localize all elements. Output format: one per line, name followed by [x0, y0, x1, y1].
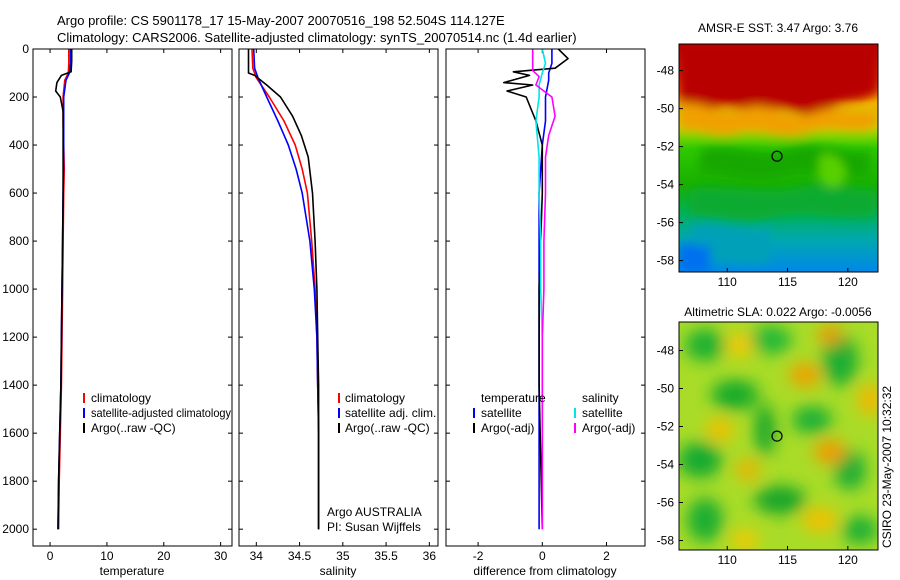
depth-ytick-label: 600 [9, 186, 29, 200]
sla-ytick-label: -58 [657, 534, 675, 548]
difference-xtick-label: 2 [603, 549, 610, 563]
depth-ytick-label: 1000 [2, 282, 29, 296]
temperature-panel: 0 10 20 30 0 200 400 600 800 1000 1200 1400 1600 1800… [2, 42, 233, 578]
sla-ytick-label: -56 [657, 496, 675, 510]
difference-axes: -2 0 2 [446, 48, 645, 563]
temperature-axes: 0 10 20 30 0 200 400 600 800 1000 1200 1400 1600 1800… [2, 42, 232, 563]
sla-map-title: Altimetric SLA: 0.022 Argo: -0.0056 [684, 305, 872, 319]
depth-ytick-label: 200 [9, 90, 29, 104]
sla-map-frame [678, 321, 879, 551]
salinity-xtick-label: 34.5 [288, 549, 312, 563]
sst-ytick-label: -54 [657, 178, 675, 192]
legend-label-climatology: climatology [345, 391, 405, 405]
sst-map-title: AMSR-E SST: 3.47 Argo: 3.76 [698, 21, 858, 35]
sla-argo-location-marker [771, 430, 783, 442]
sla-map-axes: 110 115 120 -48 -50 -52 -54 -56 -58 [657, 344, 859, 568]
sst-heatmap [679, 44, 878, 272]
legend-label-argo: Argo(..raw -QC) [345, 421, 430, 435]
legend-heading-temperature: temperature [481, 391, 546, 405]
difference-lines [503, 49, 569, 530]
sla-ytick-label: -50 [657, 382, 675, 396]
difference-xtick-label: -2 [473, 549, 484, 563]
figure-title-line2: Climatology: CARS2006. Satellite-adjuste… [57, 30, 577, 45]
salinity-xtick-label: 36 [423, 549, 437, 563]
legend-label-satellite: satellite adj. clim. [345, 406, 436, 420]
sst-field-texture [679, 44, 878, 272]
temperature-legend: climatology satellite-adjusted climatolo… [83, 391, 231, 435]
depth-ytick-label: 2000 [2, 522, 29, 536]
salinity-legend: climatology satellite adj. clim. Argo(..… [338, 391, 436, 435]
sst-ytick-label: -52 [657, 140, 675, 154]
salinity-xtick-label: 35.5 [374, 549, 398, 563]
temperature-lines [54, 49, 73, 530]
sst-ytick-label: -48 [657, 64, 675, 78]
salinity-panel: 34 34.5 35 35.5 36 salinity climatology sate… [238, 48, 439, 578]
legend-label-temp-satellite: satellite [481, 406, 522, 420]
sst-map-axes: 110 115 120 -48 -50 -52 -54 -56 -58 [657, 64, 859, 289]
depth-ytick-label: 0 [22, 42, 29, 56]
sst-ytick-label: -50 [657, 102, 675, 116]
difference-frame [445, 48, 646, 547]
difference-line-salinity-argo-adj- [531, 49, 556, 530]
legend-label-temp-argo: Argo(-adj) [481, 421, 534, 435]
temperature-xtick-label: 10 [100, 549, 114, 563]
legend-heading-salinity: salinity [582, 391, 619, 405]
temperature-xtick-label: 0 [47, 549, 54, 563]
temperature-xtick-label: 20 [157, 549, 171, 563]
sla-map-panel: Altimetric SLA: 0.022 Argo: -0.0056 [657, 305, 879, 568]
salinity-line-argo-raw-qc- [247, 49, 320, 530]
salinity-line-satellite-adj-clim- [252, 49, 320, 530]
sst-xtick-label: 110 [718, 275, 737, 289]
difference-legend: temperature satellite Argo(-adj) salinit… [473, 391, 635, 435]
sla-ytick-label: -48 [657, 344, 675, 358]
difference-xtick-label: 0 [539, 549, 546, 563]
legend-label-argo: Argo(..raw -QC) [91, 421, 176, 435]
sst-map-frame [678, 43, 879, 273]
sla-heatmap [679, 322, 878, 550]
sst-ytick-label: -58 [657, 254, 675, 268]
salinity-frame [238, 48, 439, 547]
temperature-xlabel: temperature [100, 564, 165, 578]
temperature-xtick-label: 30 [214, 549, 228, 563]
salinity-xlabel: salinity [320, 564, 357, 578]
sla-xtick-label: 110 [718, 553, 737, 567]
side-timestamp-label: CSIRO 23-May-2007 10:32:32 [880, 386, 894, 548]
sst-map-panel: AMSR-E SST: 3.47 Argo: 3.76 110 115 120 -48… [657, 21, 879, 289]
salinity-xtick-label: 35 [336, 549, 350, 563]
difference-panel: -2 0 2 difference from climatology tempera… [445, 48, 646, 578]
salinity-lines [247, 49, 320, 530]
argo-annotation-line1: Argo AUSTRALIA [327, 505, 422, 519]
salinity-axes: 34 34.5 35 35.5 36 [239, 48, 438, 563]
depth-ytick-label: 1400 [2, 378, 29, 392]
sst-ytick-label: -56 [657, 216, 675, 230]
depth-ytick-label: 1200 [2, 330, 29, 344]
temperature-line-argo-raw-qc- [54, 49, 73, 530]
depth-ytick-label: 800 [9, 234, 29, 248]
depth-ytick-label: 1800 [2, 474, 29, 488]
sst-argo-location-marker [771, 150, 783, 162]
legend-label-satellite: satellite-adjusted climatology [91, 406, 231, 420]
salinity-line-climatology [251, 49, 320, 530]
figure-title-line1: Argo profile: CS 5901178_17 15-May-2007 … [57, 13, 505, 28]
legend-label-sal-argo: Argo(-adj) [582, 421, 635, 435]
temperature-frame [32, 48, 233, 547]
sla-xtick-label: 120 [838, 553, 858, 567]
sla-field-texture [679, 325, 878, 550]
sla-ytick-label: -54 [657, 458, 675, 472]
sla-xtick-label: 115 [778, 553, 797, 567]
depth-ytick-label: 1600 [2, 426, 29, 440]
depth-ytick-label: 400 [9, 138, 29, 152]
salinity-xtick-label: 34 [250, 549, 264, 563]
sst-xtick-label: 120 [838, 275, 858, 289]
legend-label-climatology: climatology [91, 391, 151, 405]
argo-annotation-line2: PI: Susan Wijffels [327, 520, 421, 534]
sst-xtick-label: 115 [778, 275, 797, 289]
sla-ytick-label: -52 [657, 420, 675, 434]
difference-xlabel: difference from climatology [473, 564, 616, 578]
legend-label-sal-satellite: satellite [582, 406, 623, 420]
